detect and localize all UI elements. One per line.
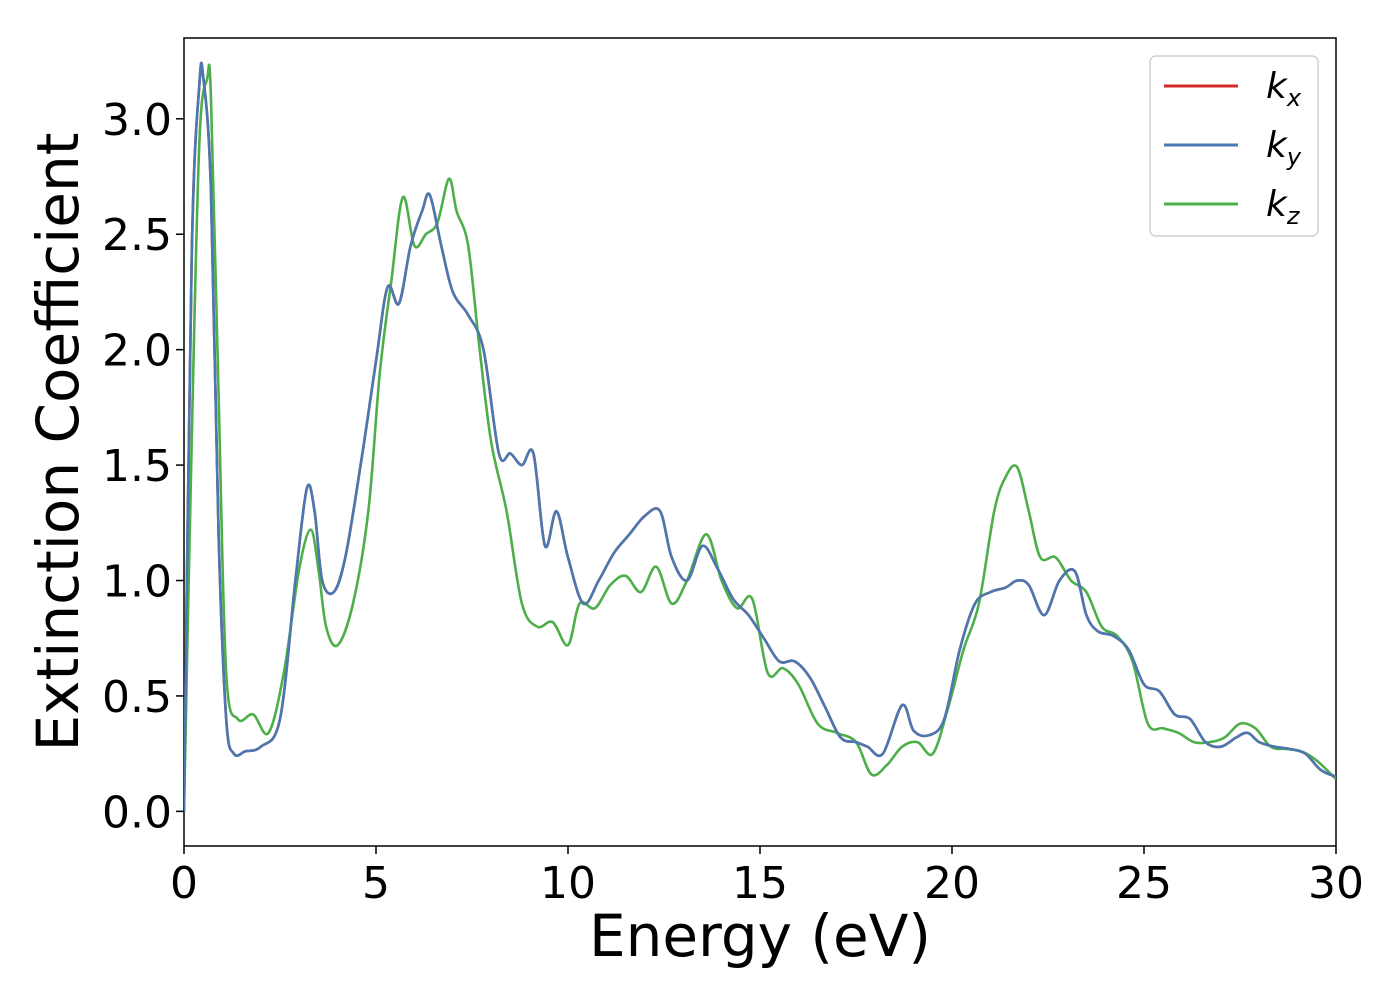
x-tick-label: 10 — [540, 858, 596, 909]
x-tick-label: 5 — [362, 858, 390, 909]
y-axis-label: Extinction Coefficient — [24, 133, 92, 752]
legend-label-sub: x — [1286, 84, 1302, 112]
x-tick-label: 30 — [1308, 858, 1364, 909]
legend-label-k-x: kx — [1266, 66, 1302, 112]
series-line-k-y — [184, 61, 1336, 812]
y-tick-label: 1.0 — [102, 557, 172, 608]
x-axis-label: Energy (eV) — [589, 902, 931, 970]
legend-label-main: k — [1266, 184, 1289, 225]
y-tick-label: 2.5 — [102, 210, 172, 261]
y-tick-label: 3.0 — [102, 95, 172, 146]
x-tick-label: 15 — [732, 858, 788, 909]
x-tick-label: 0 — [170, 858, 198, 909]
y-tick-label: 0.5 — [102, 672, 172, 723]
legend-label-k-y: ky — [1266, 125, 1302, 171]
legend-label-main: k — [1266, 66, 1289, 107]
legend-label-main: k — [1266, 125, 1289, 166]
legend-label-sub: y — [1286, 143, 1302, 171]
legend-label-k-z: kz — [1266, 184, 1301, 230]
x-tick-label: 25 — [1116, 858, 1172, 909]
x-tick-label: 20 — [924, 858, 980, 909]
y-tick-label: 2.0 — [102, 326, 172, 377]
legend-label-sub: z — [1286, 202, 1301, 230]
y-tick-label: 0.0 — [102, 787, 172, 838]
y-tick-label: 1.5 — [102, 441, 172, 492]
